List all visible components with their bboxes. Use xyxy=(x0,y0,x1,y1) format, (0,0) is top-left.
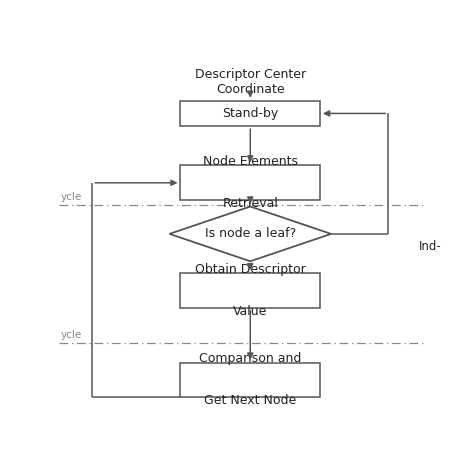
FancyBboxPatch shape xyxy=(181,165,320,200)
Text: Obtain Descriptor

Value: Obtain Descriptor Value xyxy=(195,263,306,318)
Text: ycle: ycle xyxy=(61,192,82,202)
Text: Ind-: Ind- xyxy=(419,240,442,253)
FancyBboxPatch shape xyxy=(181,273,320,308)
FancyBboxPatch shape xyxy=(181,100,320,126)
Polygon shape xyxy=(170,207,331,261)
FancyBboxPatch shape xyxy=(181,363,320,397)
Text: Is node a leaf?: Is node a leaf? xyxy=(205,228,296,240)
Text: Descriptor Center
Coordinate: Descriptor Center Coordinate xyxy=(195,68,306,96)
Text: ycle: ycle xyxy=(61,330,82,340)
Text: Stand-by: Stand-by xyxy=(222,107,278,120)
Text: Comparison and

Get Next Node: Comparison and Get Next Node xyxy=(199,352,301,407)
Text: Node Elements

Retrieval: Node Elements Retrieval xyxy=(203,155,298,210)
